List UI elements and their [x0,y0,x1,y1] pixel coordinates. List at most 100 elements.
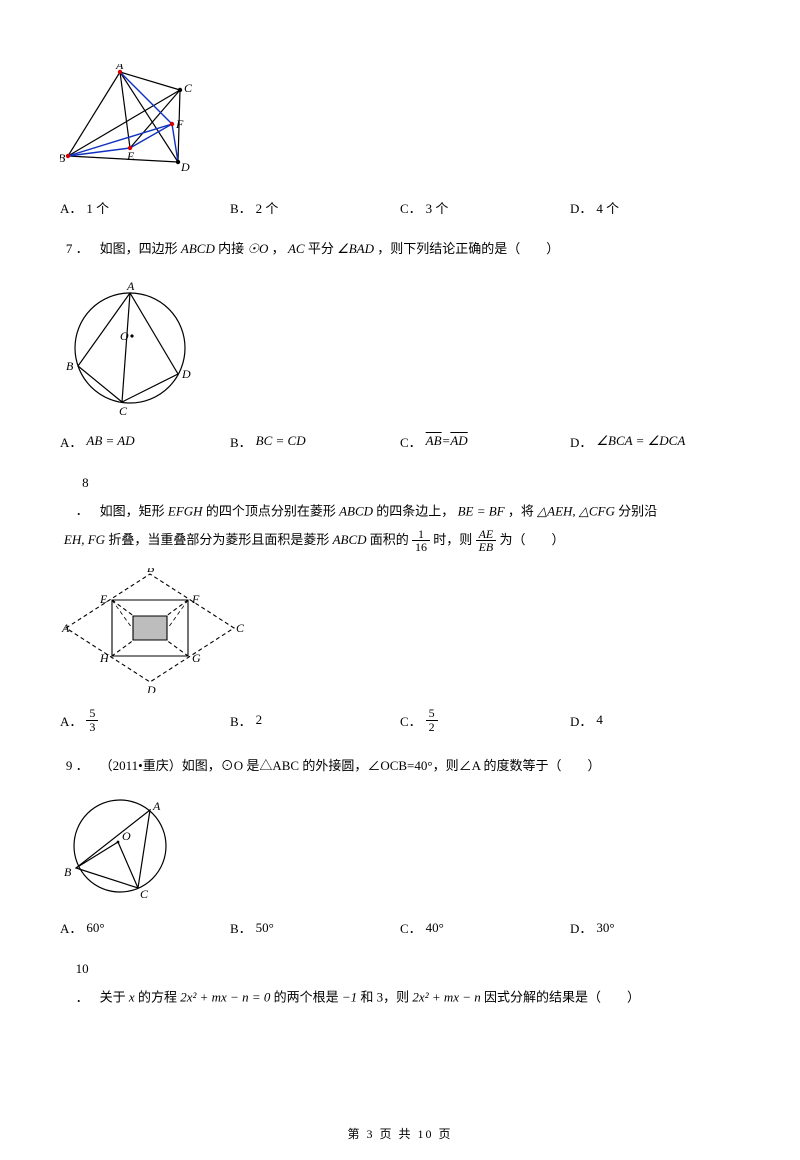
q7-ac: AC [288,241,305,256]
svg-text:E: E [126,149,135,163]
q7-svg: ABCDO [60,278,210,418]
q8-opt-a-n: 5 [86,707,98,721]
q9-opt-c-text: 40° [426,920,444,936]
q6-opt-d: D． 4 个 [570,198,740,217]
q7-angle: ∠BAD [337,241,374,256]
svg-text:B: B [66,359,74,373]
q8-opt-d: D． 4 [570,707,740,733]
q8-options: A． 5 3 B． 2 C． 5 2 D． 4 [60,707,740,733]
q7-t3: ， [272,241,285,256]
q10-t3: 的两个根是 [274,990,339,1005]
opt-label-c: C． [400,918,422,937]
q7-options: A． AB = AD B． BC = CD C． AB = AD D． ∠BCA… [60,432,740,451]
q7-opt-a-text: AB = AD [86,433,134,449]
q8-num: 8 ． [60,469,89,526]
opt-label-a: A． [60,432,82,451]
q8-t1: 如图，矩形 [100,503,165,518]
q8-t3: 的四条边上， [376,503,454,518]
q7-stem: 7 ． 如图，四边形 ABCD 内接 ☉O ， AC 平分 ∠BAD ，则下列结… [60,235,740,264]
q8-frac1-d: 16 [412,541,430,554]
q8-opt-c-d: 2 [426,721,438,734]
q6-opt-d-text: 4 个 [596,198,619,217]
q8-frac1-n: 1 [412,528,430,542]
q9-stem: 9 ． （2011•重庆）如图，⊙O 是△ABC 的外接圆，∠OCB=40°，则… [60,752,740,781]
q8-tri: △AEH, △CFG [537,503,615,518]
opt-label-c: C． [400,198,422,217]
q8-t6: 折叠，当重叠部分为菱形且面积是菱形 [108,532,329,547]
q9-opt-a: A． 60° [60,918,230,937]
q8-svg: ABCDEFHG [60,568,250,693]
svg-text:B: B [64,865,72,879]
q6-opt-a-text: 1 个 [86,198,109,217]
svg-text:D: D [146,683,156,693]
opt-label-c: C． [400,432,422,451]
opt-label-a: A． [60,711,82,730]
q8-figure: ABCDEFHG [60,568,740,697]
q8-opt-a-d: 3 [86,721,98,734]
svg-text:C: C [119,404,128,418]
q8-t4: ，将 [508,503,534,518]
q9-opt-c: C． 40° [400,918,570,937]
q9-opt-b-text: 50° [256,920,274,936]
opt-label-b: B． [230,711,252,730]
q9-opt-a-text: 60° [86,920,104,936]
q7-opt-b: B． BC = CD [230,432,400,451]
q8-frac2: AE EB [476,528,497,554]
q8-opt-c: C． 5 2 [400,707,570,733]
svg-text:D: D [181,367,191,381]
page-footer: 第 3 页 共 10 页 [0,1125,800,1142]
q10-t1: 关于 [100,990,126,1005]
q10-eqn: 2x² + mx − n = 0 [180,990,270,1005]
svg-text:C: C [236,621,245,635]
q7-figure: ABCDO [60,278,740,422]
q8-stem: 8 ． 如图，矩形 EFGH 的四个顶点分别在菱形 ABCD 的四条边上， BE… [60,469,740,555]
svg-text:E: E [99,592,108,606]
q7-opt-d-text: ∠BCA = ∠DCA [596,433,685,449]
opt-label-c: C． [400,711,422,730]
svg-text:H: H [99,651,110,665]
q8-opt-b-text: 2 [256,712,263,728]
svg-text:O: O [122,829,131,843]
q10-root1: −1 [342,990,357,1005]
q7-opt-c-l: AB [426,433,442,449]
q7-t4: 平分 [308,241,334,256]
svg-text:B: B [147,568,155,575]
q8-opt-b: B． 2 [230,707,400,733]
q8-bebf: BE = BF [458,503,505,518]
q6-opt-c: C． 3 个 [400,198,570,217]
svg-text:O: O [120,329,129,343]
q6-opt-c-text: 3 个 [426,198,449,217]
q7-opt-a: A． AB = AD [60,432,230,451]
q7-opt-c-r: AD [450,433,467,449]
q8-t5: 分别沿 [618,503,657,518]
opt-label-d: D． [570,918,592,937]
q7-circleO: ☉O [247,241,268,256]
q8-opt-a-frac: 5 3 [86,707,98,733]
q7-t5: ，则下列结论正确的是（ ） [377,241,559,256]
q10-t4: 和 3，则 [360,990,409,1005]
q7-num: 7 ． [60,235,89,264]
svg-text:A: A [61,621,70,635]
svg-text:D: D [180,160,190,174]
q10-expr: 2x² + mx − n [412,990,480,1005]
q8-t7: 面积的 [370,532,409,547]
q8-opt-c-n: 5 [426,707,438,721]
q8-opt-d-text: 4 [596,712,603,728]
q9-num: 9 ． [60,752,89,781]
q9-svg: ABCO [60,794,190,904]
q7-opt-c: C． AB = AD [400,432,570,451]
svg-text:C: C [140,887,149,901]
q8-opt-c-frac: 5 2 [426,707,438,733]
opt-label-d: D． [570,432,592,451]
q8-abcd: ABCD [339,503,373,518]
svg-text:F: F [191,592,200,606]
q6-options: A． 1 个 B． 2 个 C． 3 个 D． 4 个 [60,198,740,217]
svg-text:C: C [184,81,193,95]
opt-label-d: D． [570,711,592,730]
q9-opt-b: B． 50° [230,918,400,937]
q6-opt-b-text: 2 个 [256,198,279,217]
q8-frac2-d: EB [476,541,497,554]
q8-t8: 时，则 [433,532,472,547]
q10-stem: 10 ． 关于 x 的方程 2x² + mx − n = 0 的两个根是 −1 … [60,955,740,1012]
opt-label-a: A． [60,918,82,937]
